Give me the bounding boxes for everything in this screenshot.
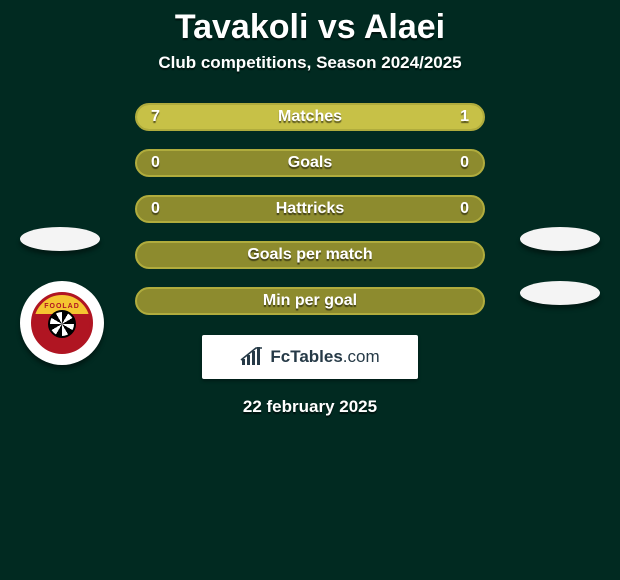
club-badge-inner: FOOLAD: [31, 292, 93, 354]
branding-chart-icon: [240, 347, 264, 367]
comparison-area: FOOLAD 7 1 Matches 0 0 Goals 0 0 Hattricks Goals …: [0, 103, 620, 315]
page-title: Tavakoli vs Alaei: [0, 8, 620, 47]
stat-bar: 0 0 Goals: [135, 149, 485, 177]
player-right-avatar: [520, 227, 600, 251]
stat-label: Goals: [288, 154, 332, 172]
stat-value-right: 1: [460, 108, 469, 126]
stat-value-left: 7: [151, 108, 160, 126]
stat-bar: Min per goal: [135, 287, 485, 315]
stat-label: Matches: [278, 108, 342, 126]
stat-label: Min per goal: [263, 292, 357, 310]
stat-bar: 7 1 Matches: [135, 103, 485, 131]
stat-label: Goals per match: [247, 246, 372, 264]
snapshot-date: 22 february 2025: [0, 397, 620, 417]
branding-domain: .com: [343, 347, 380, 366]
player-left-club-badge: FOOLAD: [20, 281, 104, 365]
stat-value-right: 0: [460, 154, 469, 172]
stat-value-left: 0: [151, 200, 160, 218]
branding-name: FcTables: [270, 347, 342, 366]
stat-label: Hattricks: [276, 200, 344, 218]
player-left-avatar: [20, 227, 100, 251]
stat-bar: Goals per match: [135, 241, 485, 269]
club-badge-text: FOOLAD: [44, 303, 80, 310]
stat-bar: 0 0 Hattricks: [135, 195, 485, 223]
stat-value-left: 0: [151, 154, 160, 172]
branding-badge: FcTables.com: [202, 335, 418, 379]
comparison-card: Tavakoli vs Alaei Club competitions, Sea…: [0, 0, 620, 580]
stat-bar-stack: 7 1 Matches 0 0 Goals 0 0 Hattricks Goals per mat…: [135, 103, 485, 315]
branding-text: FcTables.com: [270, 347, 379, 367]
stat-value-right: 0: [460, 200, 469, 218]
player-right-club-avatar: [520, 281, 600, 305]
page-subtitle: Club competitions, Season 2024/2025: [0, 53, 620, 73]
